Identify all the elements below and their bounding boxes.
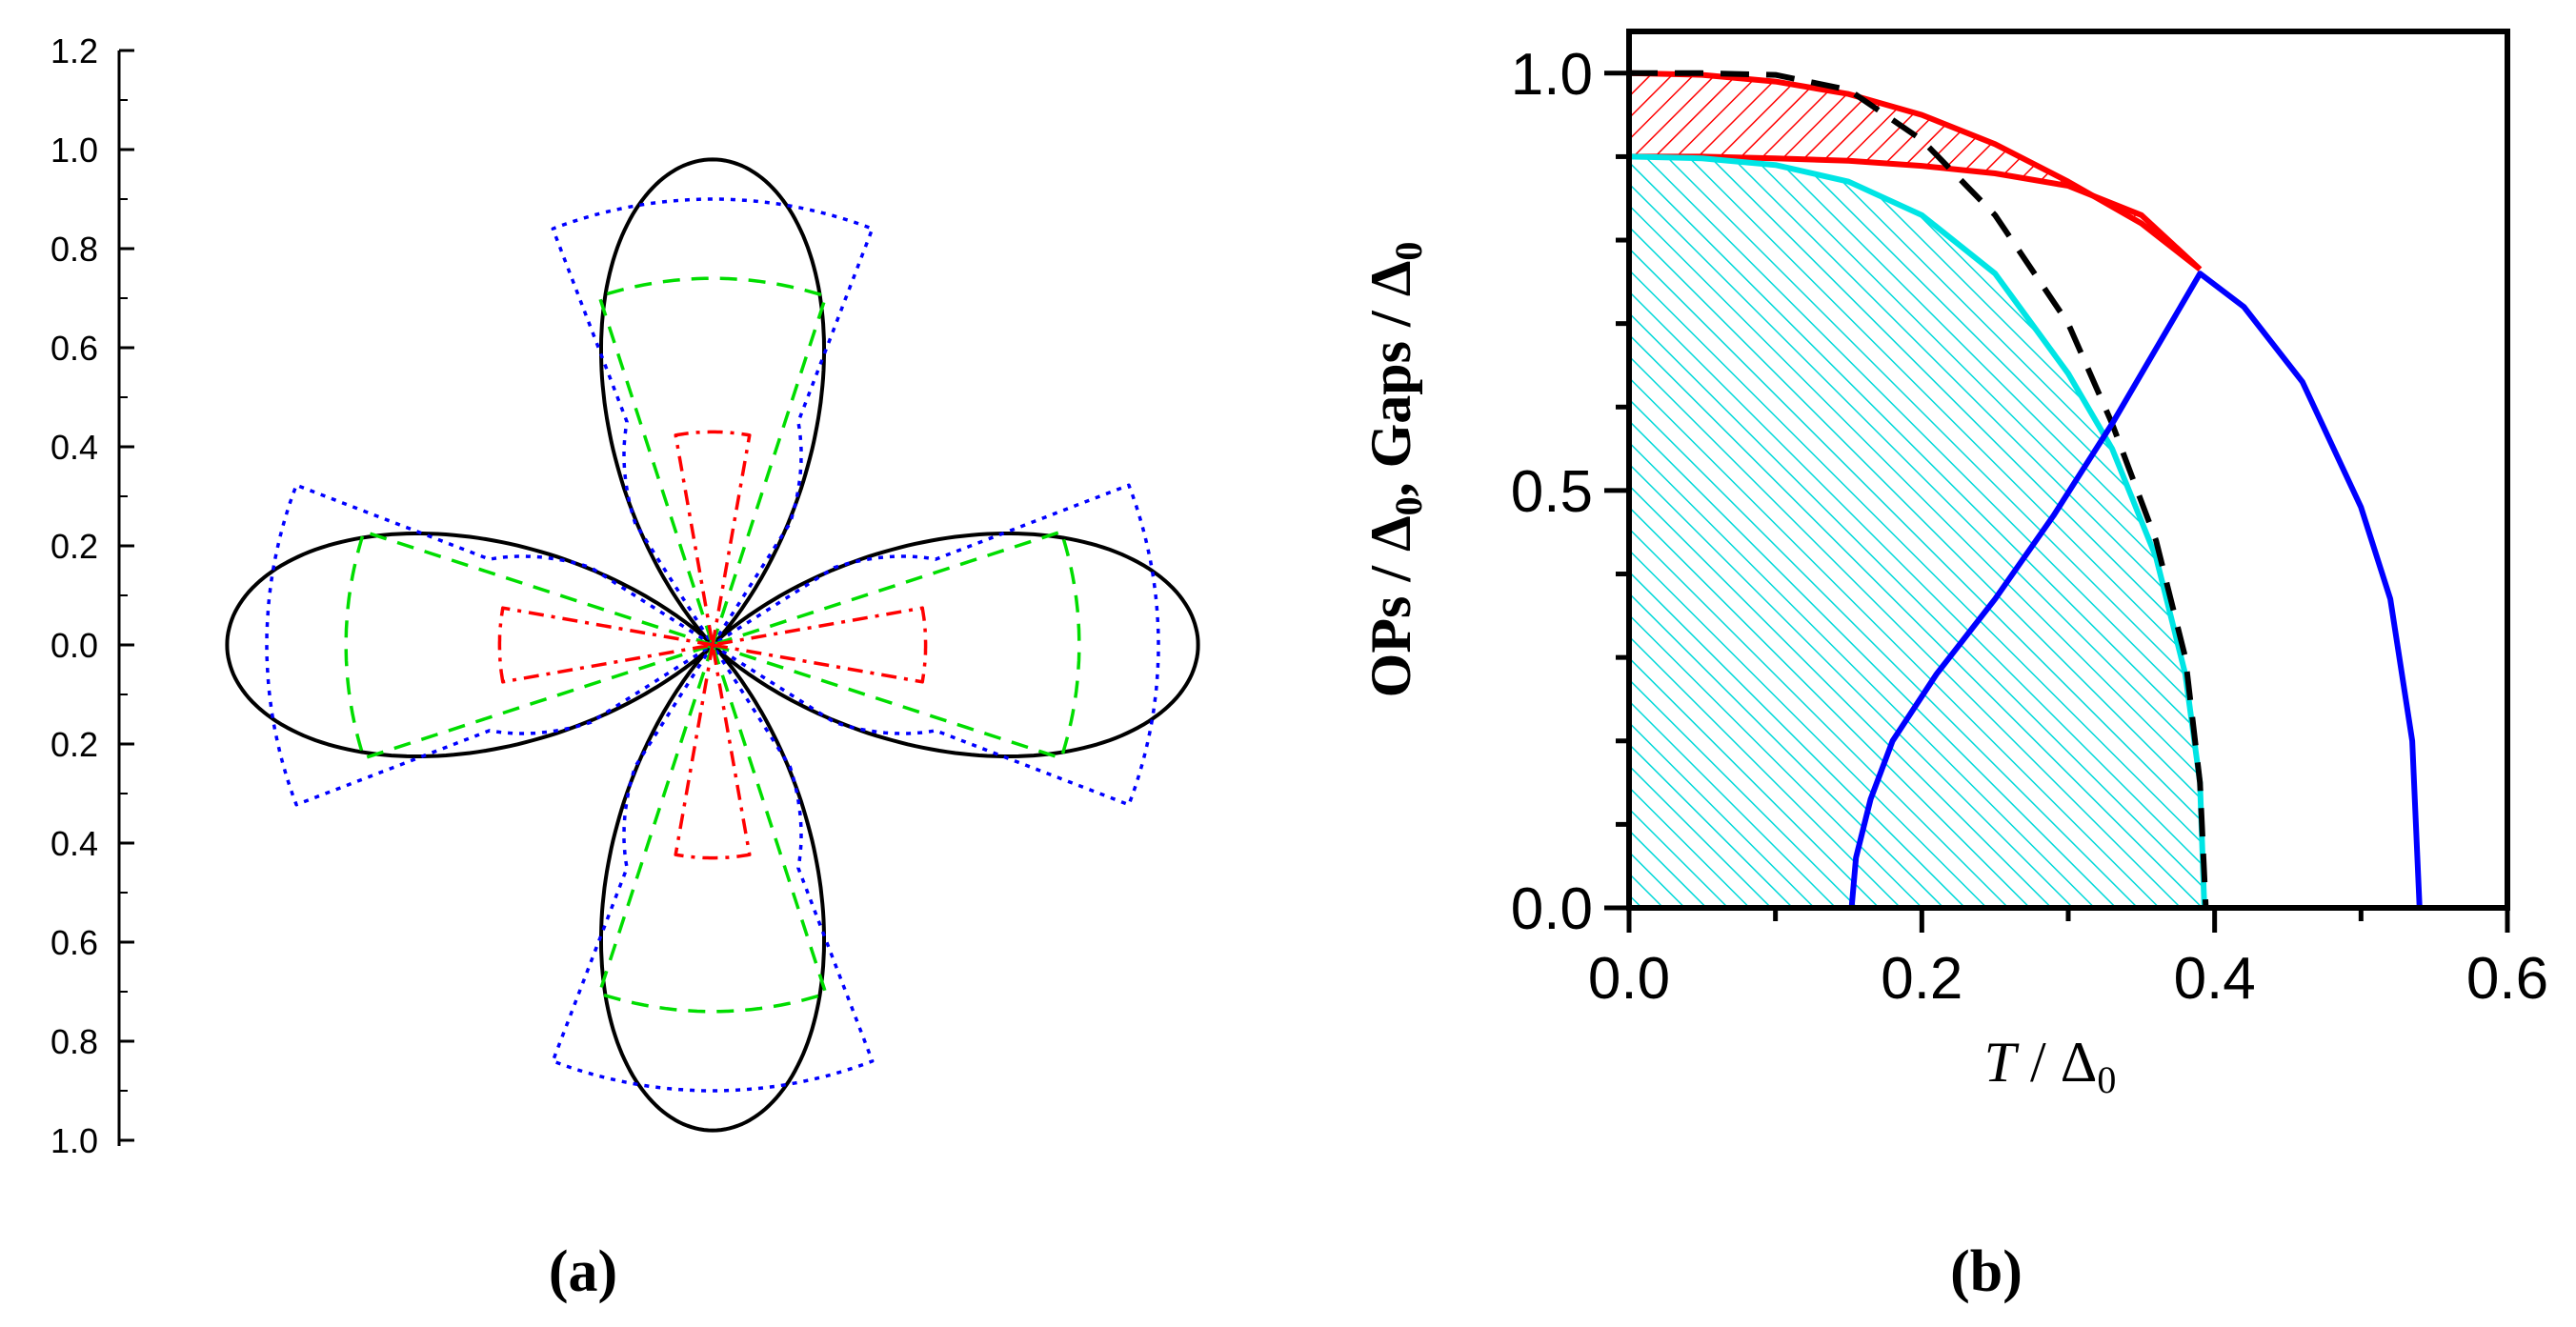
- y-tick-label: 0.0: [1511, 876, 1593, 942]
- x-axis-title: T / Δ0: [1984, 1031, 2117, 1101]
- hatch-cyan-hatch: [1629, 156, 2204, 908]
- line-red-solid: [1628, 70, 2203, 272]
- x-axis-title-sep: / Δ: [2016, 1031, 2097, 1094]
- y-tick-label: 0.5: [1511, 459, 1593, 525]
- line-curves: [1628, 70, 2423, 909]
- line-black-dashed: [1629, 70, 2209, 909]
- radial-tick-label: 0.8: [50, 230, 98, 269]
- radial-tick-label: 1.2: [50, 31, 98, 70]
- y-axis-title-sub1: 0: [1387, 496, 1430, 515]
- y-axis-title: OPs / Δ0, Gaps / Δ0: [1359, 242, 1430, 698]
- line-panel-b: 0.0 0.2 0.4 0.60.00.51.0 T / Δ0 OPs / Δ0, G…: [1359, 29, 2548, 1101]
- panel-label-a: (a): [549, 1239, 617, 1304]
- radial-tick-label: 0.2: [50, 527, 98, 566]
- y-axis-title-part2: , Gaps / Δ: [1359, 261, 1422, 497]
- polar-panel-a: 1.2 1.0 0.8 0.6 0.4 0.2 0.0 0.2 0.4 0.6 0.8 1.0: [50, 31, 1200, 1160]
- axis-ticks: 0.0 0.2 0.4 0.6 0.0 0.5 1.0: [1511, 42, 2548, 1012]
- radial-tick-label: 0.4: [50, 428, 98, 467]
- radial-tick-label: 0.0: [50, 626, 98, 665]
- radial-tick-label: 1.0: [50, 1121, 98, 1160]
- x-axis-title-main: T: [1984, 1031, 2020, 1094]
- x-tick-label: 0.2: [1881, 946, 1962, 1012]
- radial-tick-label: 0.4: [50, 824, 98, 863]
- radial-tick-label: 1.0: [50, 131, 98, 170]
- panel-label-b: (b): [1950, 1239, 2023, 1304]
- line-red-inner: [1629, 153, 2203, 271]
- y-axis-title-part1: OPs / Δ: [1359, 515, 1422, 697]
- y-tick-label: 1.0: [1511, 42, 1593, 108]
- polar-curves: [225, 157, 1200, 1133]
- x-tick-label: 0.6: [2466, 946, 2548, 1012]
- x-tick-label: 0.0: [1588, 946, 1670, 1012]
- radial-tick-label: 0.2: [50, 725, 98, 764]
- radial-tick-label: 0.6: [50, 923, 98, 962]
- hatch-red-hatch: [1629, 72, 2201, 270]
- x-tick-label: 0.4: [2174, 946, 2256, 1012]
- radial-tick-label: 0.6: [50, 329, 98, 368]
- hatched-regions: [1629, 72, 2204, 908]
- radial-axis: 1.2 1.0 0.8 0.6 0.4 0.2 0.0 0.2 0.4 0.6 0.8 1.0: [50, 31, 134, 1160]
- polar-curve-red-dashdot: [497, 430, 928, 860]
- x-axis-title-sub: 0: [2097, 1058, 2116, 1101]
- radial-tick-label: 0.8: [50, 1022, 98, 1061]
- y-axis-title-sub2: 0: [1387, 242, 1430, 261]
- line-blue-solid: [1848, 271, 2423, 909]
